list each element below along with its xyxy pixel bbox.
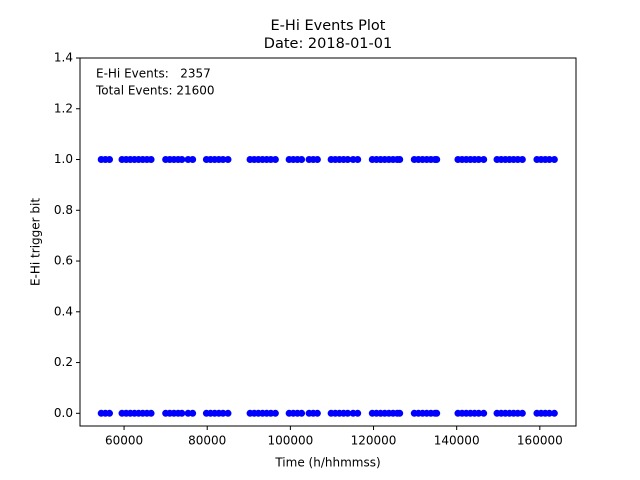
point — [550, 409, 558, 417]
point — [224, 156, 232, 164]
x-tick-label: 100000 — [267, 434, 313, 448]
y-axis-label: E-Hi trigger bit — [29, 198, 43, 286]
plot-frame — [79, 57, 577, 427]
point — [480, 156, 488, 164]
y-tick-label: 0.2 — [54, 355, 73, 369]
y-tick-label: 1.4 — [54, 51, 73, 65]
point — [271, 156, 279, 164]
x-tick-label: 140000 — [434, 434, 480, 448]
point — [396, 409, 404, 417]
x-axis-label: Time (h/hhmmss) — [274, 456, 380, 470]
point — [106, 156, 114, 164]
point — [550, 156, 558, 164]
point — [518, 409, 526, 417]
point — [178, 156, 186, 164]
point — [298, 409, 306, 417]
point — [147, 409, 155, 417]
y-tick-label: 0.0 — [54, 406, 73, 420]
x-tick-label: 60000 — [105, 434, 143, 448]
point — [271, 409, 279, 417]
x-tick-label: 120000 — [351, 434, 397, 448]
chart-title: E-Hi Events Plot — [271, 18, 386, 34]
point — [433, 409, 441, 417]
point — [354, 156, 362, 164]
annotation: Total Events: 21600 — [95, 84, 215, 98]
point — [189, 156, 197, 164]
y-tick-label: 1.0 — [54, 152, 73, 166]
point — [147, 156, 155, 164]
y-tick-label: 0.8 — [54, 203, 73, 217]
point — [189, 409, 197, 417]
x-tick-label: 80000 — [188, 434, 226, 448]
annotation: E-Hi Events: 2357 — [96, 67, 211, 81]
point — [313, 156, 321, 164]
point — [518, 156, 526, 164]
y-tick-label: 0.4 — [54, 304, 73, 318]
x-tick-label: 160000 — [517, 434, 563, 448]
point — [354, 409, 362, 417]
chart-subtitle: Date: 2018-01-01 — [264, 36, 392, 52]
y-tick-label: 1.2 — [54, 101, 73, 115]
point — [178, 409, 186, 417]
point — [313, 409, 321, 417]
point — [433, 156, 441, 164]
point — [396, 156, 404, 164]
point — [106, 409, 114, 417]
point — [298, 156, 306, 164]
y-tick-label: 0.6 — [54, 254, 73, 268]
point — [224, 409, 232, 417]
point — [480, 409, 488, 417]
